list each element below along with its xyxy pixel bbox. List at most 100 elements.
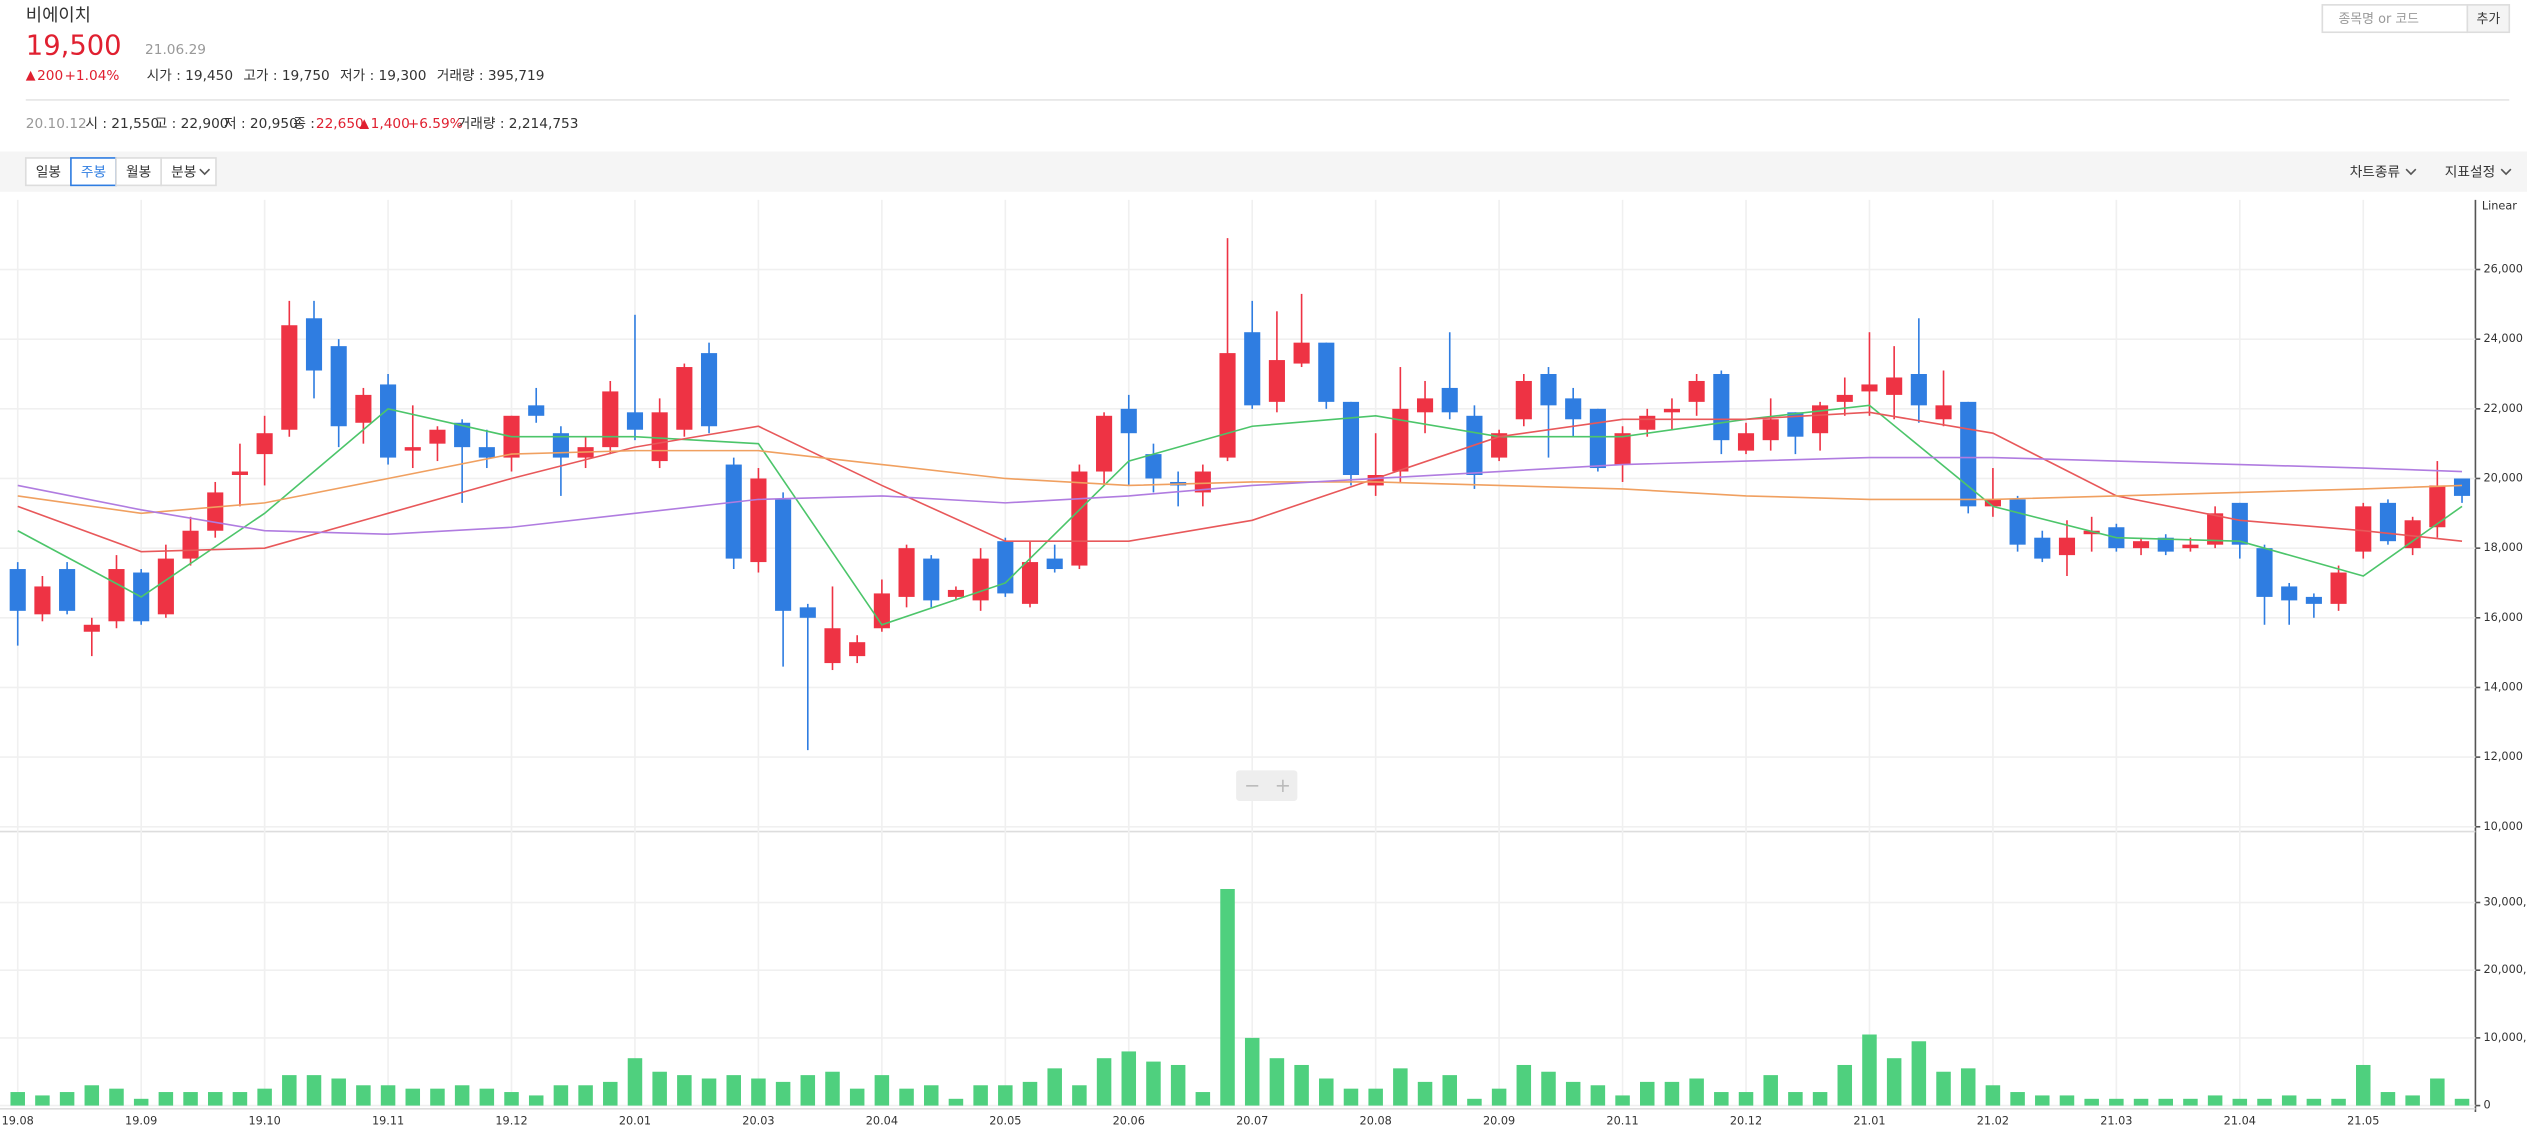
candle-body bbox=[2231, 502, 2248, 545]
candle-body bbox=[454, 422, 471, 448]
volume-bar bbox=[1541, 1071, 1556, 1106]
volume-bar bbox=[775, 1081, 791, 1106]
volume-bar bbox=[553, 1085, 569, 1106]
zoom-in[interactable]: + bbox=[1275, 774, 1291, 797]
candle-body bbox=[2379, 502, 2397, 542]
x-tick-label: 21.01 bbox=[1853, 1115, 1885, 1128]
moving-average bbox=[17, 449, 2463, 515]
marks bbox=[9, 238, 2471, 1106]
candle-body bbox=[997, 541, 1014, 594]
volume-bar bbox=[207, 1092, 223, 1106]
volume-bar bbox=[2356, 1064, 2371, 1106]
search-box[interactable] bbox=[2321, 4, 2469, 34]
y-tick-label: 24,000 bbox=[2483, 332, 2522, 345]
detail-close-label: 종 : bbox=[293, 116, 315, 132]
volume-bar bbox=[2035, 1095, 2050, 1106]
candle-body bbox=[1120, 408, 1137, 434]
candle-body bbox=[2305, 596, 2322, 604]
candle-body bbox=[355, 394, 372, 423]
volume-bar bbox=[2405, 1095, 2420, 1106]
volume-bar bbox=[405, 1088, 421, 1106]
candle-body bbox=[799, 607, 816, 618]
candle-body bbox=[2009, 499, 2026, 545]
x-tick-label: 20.04 bbox=[866, 1115, 898, 1128]
candle-body bbox=[2132, 541, 2150, 549]
toolbar-buttons: 일봉 주봉 월봉 분봉 차트종류 지표설정 bbox=[24, 157, 2512, 187]
candle-body bbox=[2058, 537, 2076, 556]
volume-bar bbox=[677, 1075, 692, 1106]
candle-body bbox=[2083, 530, 2100, 535]
candle-body bbox=[207, 492, 224, 531]
x-tick-label: 20.03 bbox=[742, 1115, 774, 1128]
zoom-control[interactable] bbox=[1236, 770, 1298, 801]
candle-body bbox=[59, 569, 76, 611]
detail-change-pct: +6.59% bbox=[408, 116, 463, 132]
volume-bar bbox=[331, 1078, 346, 1106]
y-tick-label: 26,000 bbox=[2483, 263, 2522, 276]
volume-bar bbox=[948, 1098, 964, 1106]
detail-stat: 저 : 20,950 bbox=[224, 116, 298, 132]
candle-body bbox=[898, 548, 915, 597]
volume-bar bbox=[1862, 1034, 1877, 1106]
volume-bar bbox=[1886, 1058, 1902, 1106]
volume-bar bbox=[528, 1095, 544, 1106]
candle-body bbox=[429, 429, 446, 444]
x-tick-label: 19.11 bbox=[372, 1115, 404, 1128]
header-stat: 고가 : 19,750 bbox=[243, 68, 329, 84]
x-tick-label: 21.03 bbox=[2100, 1115, 2132, 1128]
search-placeholder: 종목명 or 코드 bbox=[2338, 12, 2419, 27]
candle-body bbox=[34, 586, 51, 615]
y-tick-label: 12,000 bbox=[2483, 750, 2522, 763]
volume-bar bbox=[1047, 1068, 1062, 1106]
x-tick-label: 19.12 bbox=[495, 1115, 527, 1128]
volume-bar bbox=[1714, 1092, 1729, 1106]
candle-body bbox=[108, 569, 125, 622]
stock-price: 19,500 bbox=[26, 30, 122, 61]
volume-bar bbox=[578, 1085, 593, 1106]
volume-bar bbox=[2430, 1078, 2445, 1106]
candle-body bbox=[2404, 520, 2421, 549]
candle-body bbox=[1096, 415, 1113, 472]
candle-body bbox=[1293, 342, 1310, 364]
y-tick-label: 14,000 bbox=[2483, 680, 2522, 693]
header-stat: 저가 : 19,300 bbox=[340, 68, 426, 84]
candle-body bbox=[750, 478, 767, 563]
candle-body bbox=[1663, 408, 1681, 413]
candle-body bbox=[380, 384, 397, 458]
volume-bar bbox=[2183, 1098, 2198, 1106]
candle-body bbox=[1491, 433, 1508, 458]
moving-average bbox=[17, 456, 2463, 536]
volume-bar bbox=[2331, 1098, 2346, 1106]
volume-bar bbox=[10, 1092, 25, 1106]
x-tick-label: 20.09 bbox=[1483, 1115, 1515, 1128]
candle-body bbox=[1441, 387, 1458, 413]
candle-body bbox=[2256, 548, 2273, 597]
candle-body bbox=[2157, 537, 2174, 552]
candle-body bbox=[2281, 586, 2298, 601]
candle-body bbox=[725, 464, 742, 559]
volume-bar bbox=[1244, 1037, 1260, 1106]
candle-body bbox=[1021, 562, 1039, 604]
period-button[interactable] bbox=[24, 157, 72, 187]
candle-body bbox=[528, 405, 545, 416]
period-label: 주봉 bbox=[81, 164, 106, 180]
volume-bar bbox=[1985, 1085, 2001, 1106]
detail-date: 20.10.12 bbox=[26, 116, 87, 132]
volume-bar bbox=[1170, 1064, 1186, 1106]
volume-bar bbox=[479, 1088, 495, 1106]
x-tick-label: 20.07 bbox=[1236, 1115, 1268, 1128]
zoom-out[interactable]: − bbox=[1244, 774, 1260, 797]
x-tick-label: 20.05 bbox=[989, 1115, 1021, 1128]
header-stats: 시가 : 19,450 고가 : 19,750 저가 : 19,300 거래량 : 3… bbox=[147, 68, 545, 84]
volume-bar bbox=[232, 1092, 248, 1106]
volume-bar bbox=[1738, 1092, 1754, 1106]
add-button[interactable] bbox=[2466, 4, 2511, 34]
volume-bar bbox=[2257, 1098, 2272, 1106]
change-pct: +1.04% bbox=[64, 68, 119, 84]
candle-body bbox=[775, 499, 792, 611]
candle-body bbox=[1244, 332, 1261, 406]
volume-bar bbox=[1442, 1075, 1457, 1106]
volume-bar bbox=[158, 1092, 174, 1106]
